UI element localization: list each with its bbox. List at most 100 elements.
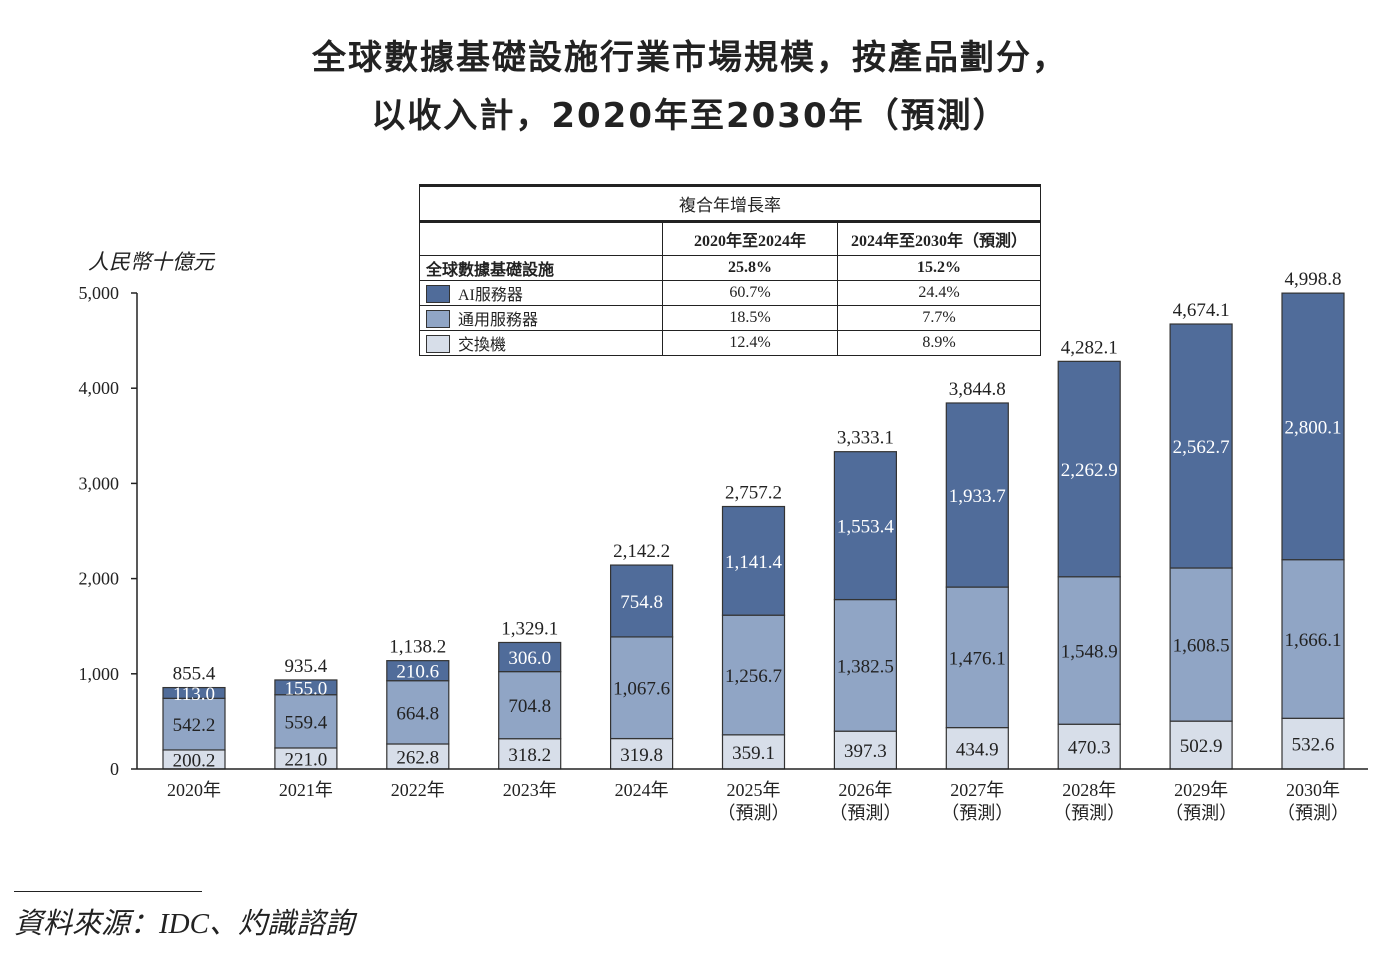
chart-title-line2: 以收入計，2020年至2030年（預測）	[371, 96, 1009, 136]
bar-segment-switch	[1057, 723, 1121, 770]
data-label: 1,382.5	[837, 656, 894, 677]
data-label: 559.4	[285, 712, 328, 733]
bar-segment-ai-server	[274, 679, 338, 696]
bar-segment-general-server	[721, 614, 786, 736]
x-tick-label: 2021年	[279, 780, 333, 800]
data-label: 319.8	[620, 745, 663, 766]
bar-segment-ai-server	[498, 641, 562, 673]
data-label: 1,933.7	[949, 486, 1006, 507]
data-label: 502.9	[1180, 736, 1223, 757]
y-tick-label: 0	[110, 759, 119, 779]
x-tick-label: 2029年	[1174, 780, 1228, 800]
bar-segment-switch	[721, 734, 786, 770]
cagr-row-ai-server: AI服務器 60.7% 24.4%	[419, 280, 1041, 306]
cagr-col2-header: 2024年至2030年（預測）	[837, 221, 1041, 256]
total-label: 2,757.2	[725, 483, 782, 504]
cagr-value: 24.4%	[837, 280, 1041, 306]
bar-segment-ai-server	[721, 505, 786, 616]
data-label: 113.0	[173, 684, 215, 705]
bar-segment-ai-server	[386, 660, 450, 682]
data-label: 704.8	[508, 696, 551, 717]
total-label: 2,142.2	[613, 541, 670, 562]
y-tick-label: 2,000	[79, 569, 120, 589]
data-label: 664.8	[396, 703, 439, 724]
data-label: 262.8	[396, 747, 439, 768]
x-tick-label: 2023年	[503, 780, 557, 800]
legend-swatch-ai-server	[426, 285, 450, 303]
data-label: 155.0	[285, 678, 328, 699]
bar-segment-switch	[1169, 720, 1233, 770]
x-tick-label: 2026年	[838, 780, 892, 800]
data-label: 200.2	[173, 750, 216, 771]
cagr-value: 7.7%	[837, 305, 1041, 331]
data-label: 221.0	[285, 749, 328, 770]
cagr-table-title: 複合年增長率	[419, 184, 1041, 223]
total-label: 4,674.1	[1173, 300, 1230, 321]
y-tick-label: 4,000	[79, 378, 120, 398]
data-label: 1,256.7	[725, 666, 782, 687]
data-label: 532.6	[1292, 735, 1335, 756]
x-tick-label: （預測）	[718, 803, 790, 823]
y-axis-unit-label: 人民幣十億元	[88, 250, 214, 274]
data-label: 2,562.7	[1173, 437, 1230, 458]
data-label: 359.1	[732, 743, 775, 764]
cagr-row-general-server: 通用服務器 18.5% 7.7%	[419, 305, 1041, 331]
cagr-value: 18.5%	[662, 305, 838, 331]
total-label: 3,844.8	[949, 379, 1006, 400]
x-tick-label: 2022年	[391, 780, 445, 800]
data-label: 1,553.4	[837, 517, 895, 538]
data-label: 210.6	[396, 662, 439, 683]
legend-swatch-switch	[426, 335, 450, 353]
bar-segment-ai-server	[609, 564, 674, 638]
data-label: 542.2	[173, 715, 216, 736]
cagr-value: 12.4%	[662, 330, 838, 356]
x-tick-label: 2024年	[615, 780, 669, 800]
cagr-value: 15.2%	[837, 255, 1041, 281]
x-tick-label: 2030年	[1286, 780, 1340, 800]
x-tick-label: （預測）	[1165, 803, 1237, 823]
total-label: 855.4	[173, 664, 216, 685]
row-label: 通用服務器	[458, 312, 539, 329]
x-tick-label: 2020年	[167, 780, 221, 800]
total-label: 3,333.1	[837, 428, 894, 449]
y-tick-label: 3,000	[79, 473, 120, 493]
bar-segment-ai-server	[1169, 323, 1233, 569]
bar-segment-ai-server	[1057, 360, 1121, 578]
cagr-col1-header: 2020年至2024年	[662, 221, 838, 256]
bar-segment-general-server	[1169, 567, 1233, 722]
data-label: 1,608.5	[1173, 636, 1230, 657]
chart-title-line1: 全球數據基礎設施行業市場規模，按產品劃分，	[312, 38, 1068, 78]
data-label: 2,262.9	[1061, 460, 1118, 481]
legend-swatch-general-server	[426, 310, 450, 328]
x-tick-label: 2027年	[950, 780, 1004, 800]
x-tick-label: 2025年	[727, 780, 781, 800]
row-label: 全球數據基礎設施	[419, 255, 663, 281]
data-label: 754.8	[620, 592, 663, 613]
source-note: 資料來源：IDC、灼識諮詢	[14, 908, 354, 940]
bar-segment-ai-server	[1281, 292, 1345, 561]
x-tick-label: （預測）	[829, 803, 901, 823]
data-label: 1,067.6	[613, 679, 670, 700]
x-tick-label: （預測）	[1053, 803, 1125, 823]
bar-segment-ai-server	[945, 402, 1009, 588]
bar-segment-general-server	[498, 671, 562, 740]
cagr-row-switch: 交換機 12.4% 8.9%	[419, 330, 1041, 356]
row-label: AI服務器	[458, 287, 523, 304]
bar-segment-ai-server	[833, 451, 898, 601]
bar-segment-general-server	[1057, 576, 1121, 725]
y-tick-label: 1,000	[79, 664, 120, 684]
bar-segment-general-server	[833, 598, 898, 732]
cagr-value: 8.9%	[837, 330, 1041, 356]
source-divider	[14, 891, 202, 892]
bar-segment-general-server	[609, 636, 674, 740]
cagr-value: 25.8%	[662, 255, 838, 281]
total-label: 1,138.2	[389, 637, 446, 658]
x-tick-label: 2028年	[1062, 780, 1116, 800]
data-label: 397.3	[844, 741, 887, 762]
data-label: 2,800.1	[1285, 417, 1342, 438]
data-label: 1,476.1	[949, 648, 1006, 669]
total-label: 1,329.1	[501, 618, 558, 639]
data-label: 318.2	[508, 745, 551, 766]
y-tick-label: 5,000	[79, 283, 120, 303]
